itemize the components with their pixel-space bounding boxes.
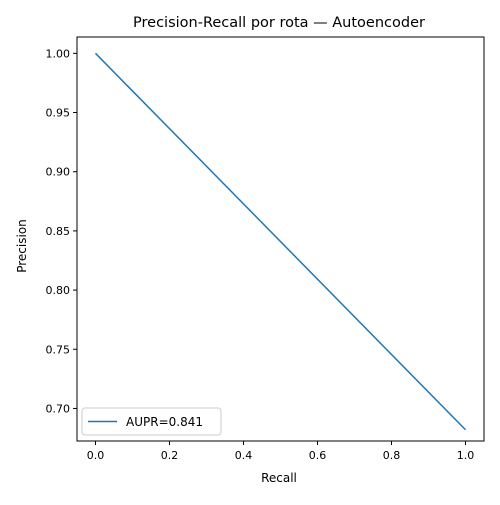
legend-box — [81, 407, 222, 436]
axes-frame — [76, 36, 485, 442]
x-tick-label: 1.0 — [457, 449, 475, 462]
y-tick-label: 0.85 — [46, 225, 71, 238]
y-tick-label: 0.95 — [46, 107, 71, 120]
y-tick-label: 0.80 — [46, 284, 71, 297]
plot-area — [94, 52, 467, 431]
x-tick-label: 0.0 — [87, 449, 105, 462]
x-axis-ticks: 0.0 0.2 0.4 0.6 0.8 1.0 — [87, 441, 475, 462]
x-tick-label: 0.6 — [309, 449, 327, 462]
chart-title: Precision-Recall por rota — Autoencoder — [133, 15, 425, 31]
y-axis-ticks: 0.70 0.75 0.80 0.85 0.90 0.95 1.00 — [46, 47, 77, 415]
x-tick-label: 0.4 — [235, 449, 253, 462]
x-axis-label: Recall — [261, 471, 297, 485]
legend-label: AUPR=0.841 — [126, 415, 203, 429]
y-tick-label: 0.90 — [46, 166, 71, 179]
series-line-0 — [94, 52, 467, 431]
y-tick-label: 1.00 — [46, 47, 71, 60]
y-tick-label: 0.75 — [46, 343, 71, 356]
x-tick-label: 0.2 — [161, 449, 179, 462]
legend: AUPR=0.841 — [81, 407, 222, 436]
x-tick-label: 0.8 — [383, 449, 401, 462]
y-tick-label: 0.70 — [46, 402, 71, 415]
y-axis-label: Precision — [15, 219, 29, 273]
